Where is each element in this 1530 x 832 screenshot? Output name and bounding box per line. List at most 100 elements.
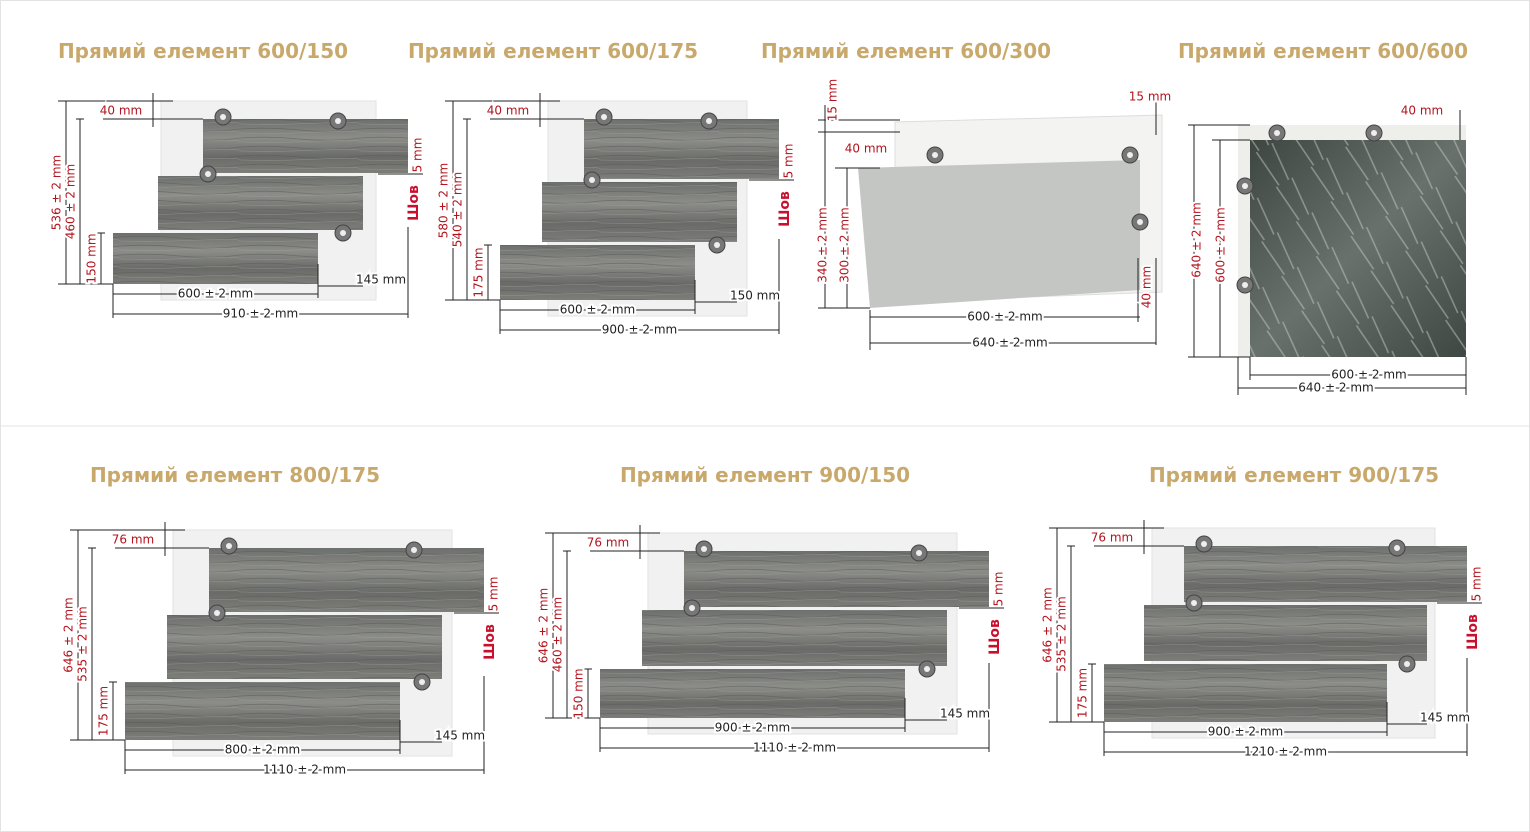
- plank-grain: [167, 615, 442, 679]
- clip-hole: [689, 605, 695, 611]
- clip-hole: [589, 177, 595, 183]
- stone-tile: [858, 160, 1140, 308]
- panel-title: Прямий елемент 800/175: [90, 463, 380, 487]
- plank-grain: [203, 119, 408, 173]
- clip-hole: [1404, 661, 1410, 667]
- dimension-label: 5 mm: [487, 577, 501, 612]
- dimension-label: 5 mm: [782, 144, 796, 179]
- dimension-label: 1110 ± 2 mm: [753, 741, 836, 755]
- dimension-label: 175 mm: [97, 686, 111, 736]
- dimension-label: 646 ± 2 mm: [537, 588, 551, 663]
- dimension-label: 460 ± 2 mm: [64, 164, 78, 239]
- dimension-label: 910 ± 2 mm: [223, 307, 298, 321]
- clip-hole: [205, 171, 211, 177]
- panel-title: Прямий елемент 900/175: [1149, 463, 1439, 487]
- dimension-label: 536 ± 2 mm: [50, 155, 64, 230]
- dimension-label: 1210 ± 2 mm: [1244, 745, 1327, 759]
- dimension-label: 640 ± 2 mm: [972, 336, 1047, 350]
- clip-hole: [411, 547, 417, 553]
- plank-grain: [584, 119, 779, 179]
- plank-grain: [113, 233, 318, 284]
- plank-grain: [1184, 546, 1467, 602]
- clip-hole: [340, 230, 346, 236]
- dimension-label: 40 mm: [487, 104, 529, 118]
- dimension-label: 150 mm: [730, 289, 780, 303]
- dimension-label: 600 ± 2 mm: [1214, 207, 1228, 282]
- dimension-label: 900 ± 2 mm: [602, 323, 677, 337]
- dimension-label: 640 ± 2 mm: [1190, 202, 1204, 277]
- dimension-label: 900 ± 2 mm: [1208, 725, 1283, 739]
- dimension-label: 580 ± 2 mm: [437, 163, 451, 238]
- panel-title: Прямий елемент 900/150: [620, 463, 910, 487]
- dimension-label: 15 mm: [1129, 90, 1171, 104]
- dimension-label: Шов: [482, 624, 498, 660]
- clip-hole: [916, 550, 922, 556]
- clip-hole: [335, 118, 341, 124]
- dimension-label: 800 ± 2 mm: [225, 743, 300, 757]
- plank-grain: [1104, 664, 1387, 722]
- plank-grain: [642, 610, 947, 666]
- clip-hole: [1242, 282, 1248, 288]
- dimension-label: 76 mm: [1091, 531, 1133, 545]
- clip-hole: [1137, 219, 1143, 225]
- clip-hole: [706, 118, 712, 124]
- dimension-label: 145 mm: [1420, 711, 1470, 725]
- dimension-label: Шов: [987, 619, 1003, 655]
- dimension-label: 300 ± 2 mm: [838, 207, 852, 282]
- content: Прямий елемент 600/150 Прямий елемент 600…: [48, 39, 1486, 779]
- clip-hole: [226, 543, 232, 549]
- plank-grain: [684, 551, 989, 607]
- clip-hole: [220, 114, 226, 120]
- dimension-label: 600 ± 2 mm: [967, 310, 1042, 324]
- dimension-label: Шов: [1465, 614, 1481, 650]
- dimension-label: 5 mm: [1470, 567, 1484, 602]
- dimension-label: 460 ± 2 mm: [551, 597, 565, 672]
- dimension-label: 535 ± 2 mm: [1055, 596, 1069, 671]
- clip-hole: [924, 666, 930, 672]
- stone-vein: [1250, 140, 1466, 357]
- plank-grain: [158, 176, 363, 230]
- clip-hole: [701, 546, 707, 552]
- plank-grain: [1144, 605, 1427, 661]
- dimension-label: 15 mm: [826, 79, 840, 121]
- dimension-label: 145 mm: [435, 729, 485, 743]
- dimension-label: 175 mm: [472, 247, 486, 297]
- panel-title: Прямий елемент 600/300: [761, 39, 1051, 63]
- dimension-label: Шов: [406, 185, 422, 221]
- dimension-label: Шов: [777, 191, 793, 227]
- dimension-label: 76 mm: [587, 536, 629, 550]
- dimension-label: 900 ± 2 mm: [715, 721, 790, 735]
- dimension-label: 150 mm: [85, 233, 99, 283]
- dimension-label: 145 mm: [940, 707, 990, 721]
- clip-hole: [1242, 183, 1248, 189]
- clip-hole: [1127, 152, 1133, 158]
- panel-title: Прямий елемент 600/175: [408, 39, 698, 63]
- dimension-label: 646 ± 2 mm: [62, 597, 76, 672]
- dimension-label: 5 mm: [411, 138, 425, 173]
- dimension-label: 5 mm: [992, 572, 1006, 607]
- dimension-label: 640 ± 2 mm: [1298, 381, 1373, 395]
- dimension-label: 145 mm: [356, 273, 406, 287]
- clip-hole: [932, 152, 938, 158]
- dimension-label: 40 mm: [845, 142, 887, 156]
- clip-hole: [1201, 541, 1207, 547]
- clip-hole: [1371, 130, 1377, 136]
- clip-hole: [1274, 130, 1280, 136]
- dimension-label: 40 mm: [1140, 266, 1154, 308]
- dimension-label: 340 ± 2 mm: [816, 207, 830, 282]
- dimension-label: 600 ± 2 mm: [178, 287, 253, 301]
- clip-hole: [214, 610, 220, 616]
- clip-hole: [1394, 545, 1400, 551]
- clip-hole: [419, 679, 425, 685]
- dimension-label: 1110 ± 2 mm: [263, 763, 346, 777]
- dimension-label: 76 mm: [112, 533, 154, 547]
- plank-grain: [600, 669, 905, 718]
- dimension-label: 40 mm: [1401, 104, 1443, 118]
- clip-hole: [601, 114, 607, 120]
- plank-grain: [209, 548, 484, 612]
- plank-grain: [542, 182, 737, 242]
- dimension-label: 600 ± 2 mm: [560, 303, 635, 317]
- dimension-label: 40 mm: [100, 104, 142, 118]
- dimension-label: 646 ± 2 mm: [1041, 587, 1055, 662]
- plank-grain: [500, 245, 695, 300]
